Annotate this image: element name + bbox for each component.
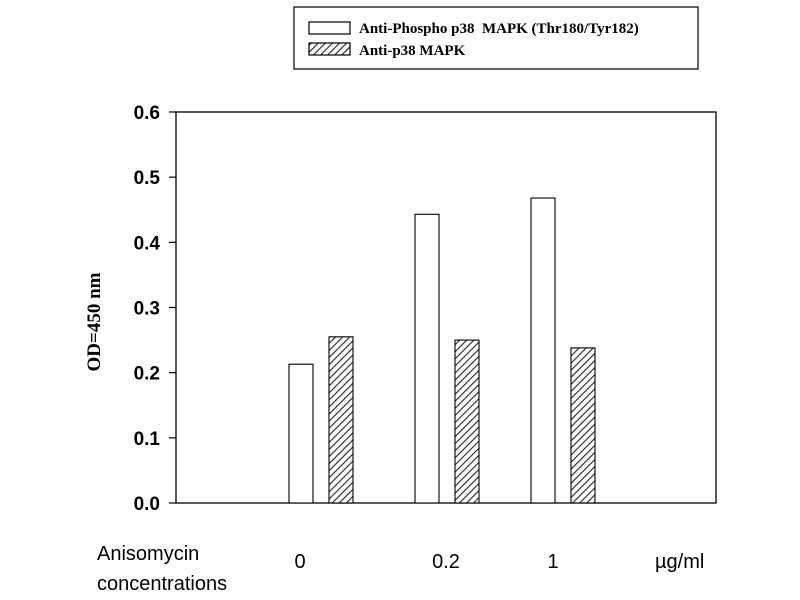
y-tick-label: 0.1	[134, 429, 161, 450]
legend-box	[293, 6, 699, 70]
x-category-label: 0	[294, 551, 305, 573]
plot-area	[175, 111, 717, 504]
x-axis-unit: µg/ml	[655, 551, 704, 573]
y-tick-label: 0.4	[134, 233, 161, 254]
legend-label-phospho: Anti-Phospho p38 MAPK (Thr180/Tyr182)	[359, 21, 639, 37]
legend-swatch-total	[308, 42, 351, 56]
x-category-label: 1	[547, 551, 558, 573]
legend: Anti-Phospho p38 MAPK (Thr180/Tyr182) An…	[293, 6, 699, 70]
y-tick-label: 0.3	[134, 299, 160, 320]
x-axis-label-line2: concentrations	[97, 573, 227, 595]
bar-phospho-1	[414, 213, 440, 504]
bar-total-1	[454, 339, 480, 504]
bar-phospho-0	[288, 363, 314, 504]
y-tick-label: 0.6	[134, 103, 160, 124]
legend-swatch-phospho	[308, 21, 351, 35]
y-tick-label: 0.2	[134, 364, 160, 385]
x-axis-label-line1: Anisomycin	[97, 543, 199, 565]
bars	[288, 197, 596, 504]
x-category-label: 0.2	[432, 551, 460, 573]
y-axis-label: OD=450 nm	[84, 272, 105, 371]
y-tick-label: 0.0	[134, 494, 160, 515]
x-axis: 0 0.2 1	[294, 551, 558, 573]
y-tick-label: 0.5	[134, 168, 161, 189]
y-axis: 0.0 0.1 0.2 0.3 0.4 0.5 0.6	[134, 103, 176, 515]
bar-phospho-2	[530, 197, 556, 504]
bar-total-2	[570, 347, 596, 504]
legend-label-total: Anti-p38 MAPK	[359, 43, 466, 59]
bar-total-0	[328, 336, 354, 504]
